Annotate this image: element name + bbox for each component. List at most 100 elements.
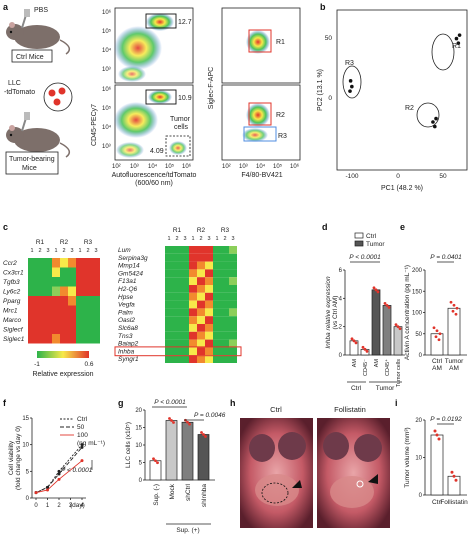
heatmap-cell bbox=[197, 347, 205, 356]
gene-label: Oasl2 bbox=[118, 317, 135, 324]
tumor-arrowhead bbox=[292, 480, 302, 488]
heatmap-cell bbox=[189, 285, 197, 293]
heatmap-cell bbox=[189, 331, 197, 340]
pvalue-label: P = 0.0192 bbox=[430, 416, 462, 423]
heatmap-cell bbox=[181, 246, 189, 254]
heatmap-cell bbox=[181, 355, 189, 363]
tick-label: 5 bbox=[139, 461, 143, 467]
heatmap-cell bbox=[197, 246, 205, 254]
heatmap-cell bbox=[52, 324, 60, 334]
pca-y-axis-label: PC2 (13.1 %) bbox=[317, 69, 324, 111]
heatmap-cell bbox=[205, 246, 213, 254]
heatmap-cell bbox=[36, 277, 44, 287]
heatmap-cell bbox=[229, 331, 237, 340]
gene-label: Gm5424 bbox=[118, 270, 143, 277]
heatmap-cell bbox=[205, 331, 213, 340]
heatmap-rep-label: 3 bbox=[70, 248, 73, 254]
heatmap-cell bbox=[84, 277, 92, 287]
tick-label: 200 bbox=[412, 268, 423, 274]
gene-label: Mrc1 bbox=[3, 308, 18, 315]
panel-label-h: h bbox=[230, 398, 236, 408]
heatmap-cell bbox=[213, 292, 221, 301]
data-point bbox=[396, 325, 400, 329]
heatmap-cell bbox=[165, 300, 173, 309]
heatmap-cell bbox=[60, 334, 68, 344]
heatmap-cell bbox=[52, 258, 60, 268]
x-axis-label: (day) bbox=[70, 502, 85, 509]
heatmap-cell bbox=[205, 355, 213, 363]
heatmap-cell bbox=[197, 331, 205, 340]
pca-point bbox=[350, 84, 354, 89]
photo-follistatin bbox=[317, 418, 390, 528]
pca-point bbox=[456, 41, 461, 45]
panel-label-f: f bbox=[3, 398, 6, 408]
heatmap-labels: Ccr2 Cx3cr1 Tgfb3 Ly6c2 Pparg Mrc1 Marco Siglec… bbox=[3, 227, 242, 363]
category-label: Mock bbox=[169, 483, 176, 499]
data-point bbox=[452, 303, 456, 307]
series-line bbox=[35, 444, 83, 494]
heatmap-cell bbox=[213, 339, 221, 348]
heatmap-cell bbox=[60, 286, 68, 296]
heatmap-cell bbox=[205, 324, 213, 332]
data-point bbox=[354, 341, 358, 345]
heatmap-cell bbox=[229, 316, 237, 324]
heatmap-cell bbox=[165, 277, 173, 285]
pbs-label: PBS bbox=[34, 7, 48, 14]
data-point bbox=[57, 469, 61, 473]
heatmap-cell bbox=[68, 267, 76, 277]
data-point bbox=[454, 478, 458, 482]
data-point bbox=[188, 422, 191, 426]
heatmap-cell bbox=[165, 269, 173, 278]
gene-label: Mmp14 bbox=[118, 263, 140, 270]
tick-label: 10 bbox=[135, 443, 142, 449]
bar bbox=[393, 326, 403, 356]
legend-title: Relative expression bbox=[32, 371, 93, 378]
heatmap-cell bbox=[213, 277, 221, 285]
heatmap-group-label: R3 bbox=[221, 227, 230, 234]
panel-label-a: a bbox=[3, 2, 9, 12]
heatmap-cell bbox=[189, 277, 197, 285]
gene-label: Serpina3g bbox=[118, 255, 148, 262]
legend-min: -1 bbox=[34, 361, 40, 368]
heatmap-cell bbox=[52, 277, 60, 287]
data-point bbox=[437, 338, 441, 342]
y-axis-label: LLC cells (x10⁵) bbox=[125, 422, 132, 468]
heatmap-cell bbox=[68, 315, 76, 325]
pca-xtick: 0 bbox=[396, 173, 400, 180]
heatmap-rep-label: 1 bbox=[78, 248, 81, 254]
heatmap-group-label: R2 bbox=[60, 239, 69, 246]
heatmap-cell bbox=[197, 339, 205, 348]
tick-label: 0 bbox=[139, 478, 143, 484]
y-axis-label-2: (vs Ctrl AM) bbox=[332, 296, 339, 330]
heatmap-cell bbox=[173, 339, 181, 348]
tick-label: 10⁴ bbox=[102, 124, 112, 131]
data-point bbox=[455, 306, 459, 310]
tick-label: 10⁴ bbox=[256, 163, 266, 170]
pca-ytick: 50 bbox=[325, 35, 333, 42]
heatmap-cell bbox=[68, 296, 76, 306]
pca-ytick: 0 bbox=[328, 95, 332, 102]
data-point bbox=[154, 459, 157, 463]
inhba-highlight-box bbox=[114, 346, 242, 357]
heatmap-cell bbox=[229, 246, 237, 254]
heatmap-cell bbox=[205, 253, 213, 262]
heatmap-cell bbox=[213, 269, 221, 278]
heatmap-cell bbox=[221, 331, 229, 340]
tick-label: 10³ bbox=[239, 164, 248, 170]
cluster-label-r3: R3 bbox=[345, 60, 354, 67]
tick-label: 10⁶ bbox=[290, 163, 300, 170]
data-point bbox=[170, 419, 173, 422]
heatmap-cell bbox=[189, 292, 197, 301]
group-label: Tumor bbox=[376, 385, 395, 392]
y-axis-label: Activin A concentration (pg mL⁻¹) bbox=[404, 265, 411, 360]
heatmap-cell bbox=[213, 316, 221, 324]
heatmap-cell bbox=[173, 253, 181, 262]
data-point bbox=[438, 332, 442, 336]
heatmap-cell bbox=[205, 285, 213, 293]
llc-label: LLC bbox=[8, 80, 21, 87]
flow-x-axis-label: Autofluorescence/tdTomato bbox=[112, 172, 197, 179]
heatmap-cell bbox=[44, 286, 52, 296]
heatmap-color-legend bbox=[37, 351, 89, 358]
heatmap-cell bbox=[229, 285, 237, 293]
